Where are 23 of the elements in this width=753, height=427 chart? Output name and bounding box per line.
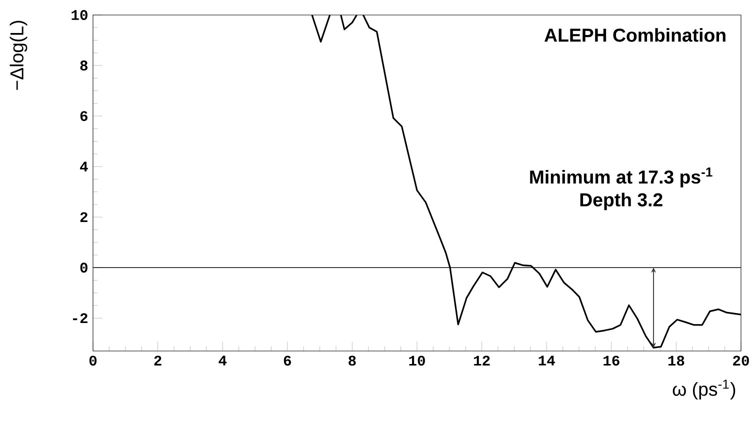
x-tick-label: 18	[668, 356, 684, 366]
x-tick-label: 6	[284, 356, 291, 366]
annotation: Depth 3.2	[580, 192, 662, 210]
x-tick-label: 10	[409, 356, 425, 366]
y-tick-label: -2	[73, 313, 88, 324]
x-tick-label: 12	[474, 356, 490, 366]
y-tick-label: 10	[72, 10, 88, 20]
x-tick-label: 0	[89, 356, 97, 366]
x-tick-label: 14	[538, 356, 555, 366]
y-tick-label: 2	[80, 212, 88, 222]
y-axis-title: −Δlog(L)	[10, 20, 28, 90]
x-tick-label: 2	[154, 356, 162, 366]
y-tick-label: 6	[80, 111, 88, 122]
text: ALEPH Combination	[544, 28, 726, 42]
x-axis-title: ω (ps$^{-1}$)	[672, 380, 736, 400]
y-tick-label: 8	[80, 60, 88, 70]
x-tick-label: 20	[733, 356, 749, 366]
y-tick-label: 0	[80, 262, 88, 273]
annotation: Minimum at 17.3 ps$^{-1}$	[530, 168, 712, 188]
x-tick-label: 4	[218, 356, 227, 366]
x-tick-label: 8	[348, 356, 356, 366]
x-tick-label: 16	[604, 356, 620, 366]
y-tick-label: 4	[80, 162, 88, 172]
